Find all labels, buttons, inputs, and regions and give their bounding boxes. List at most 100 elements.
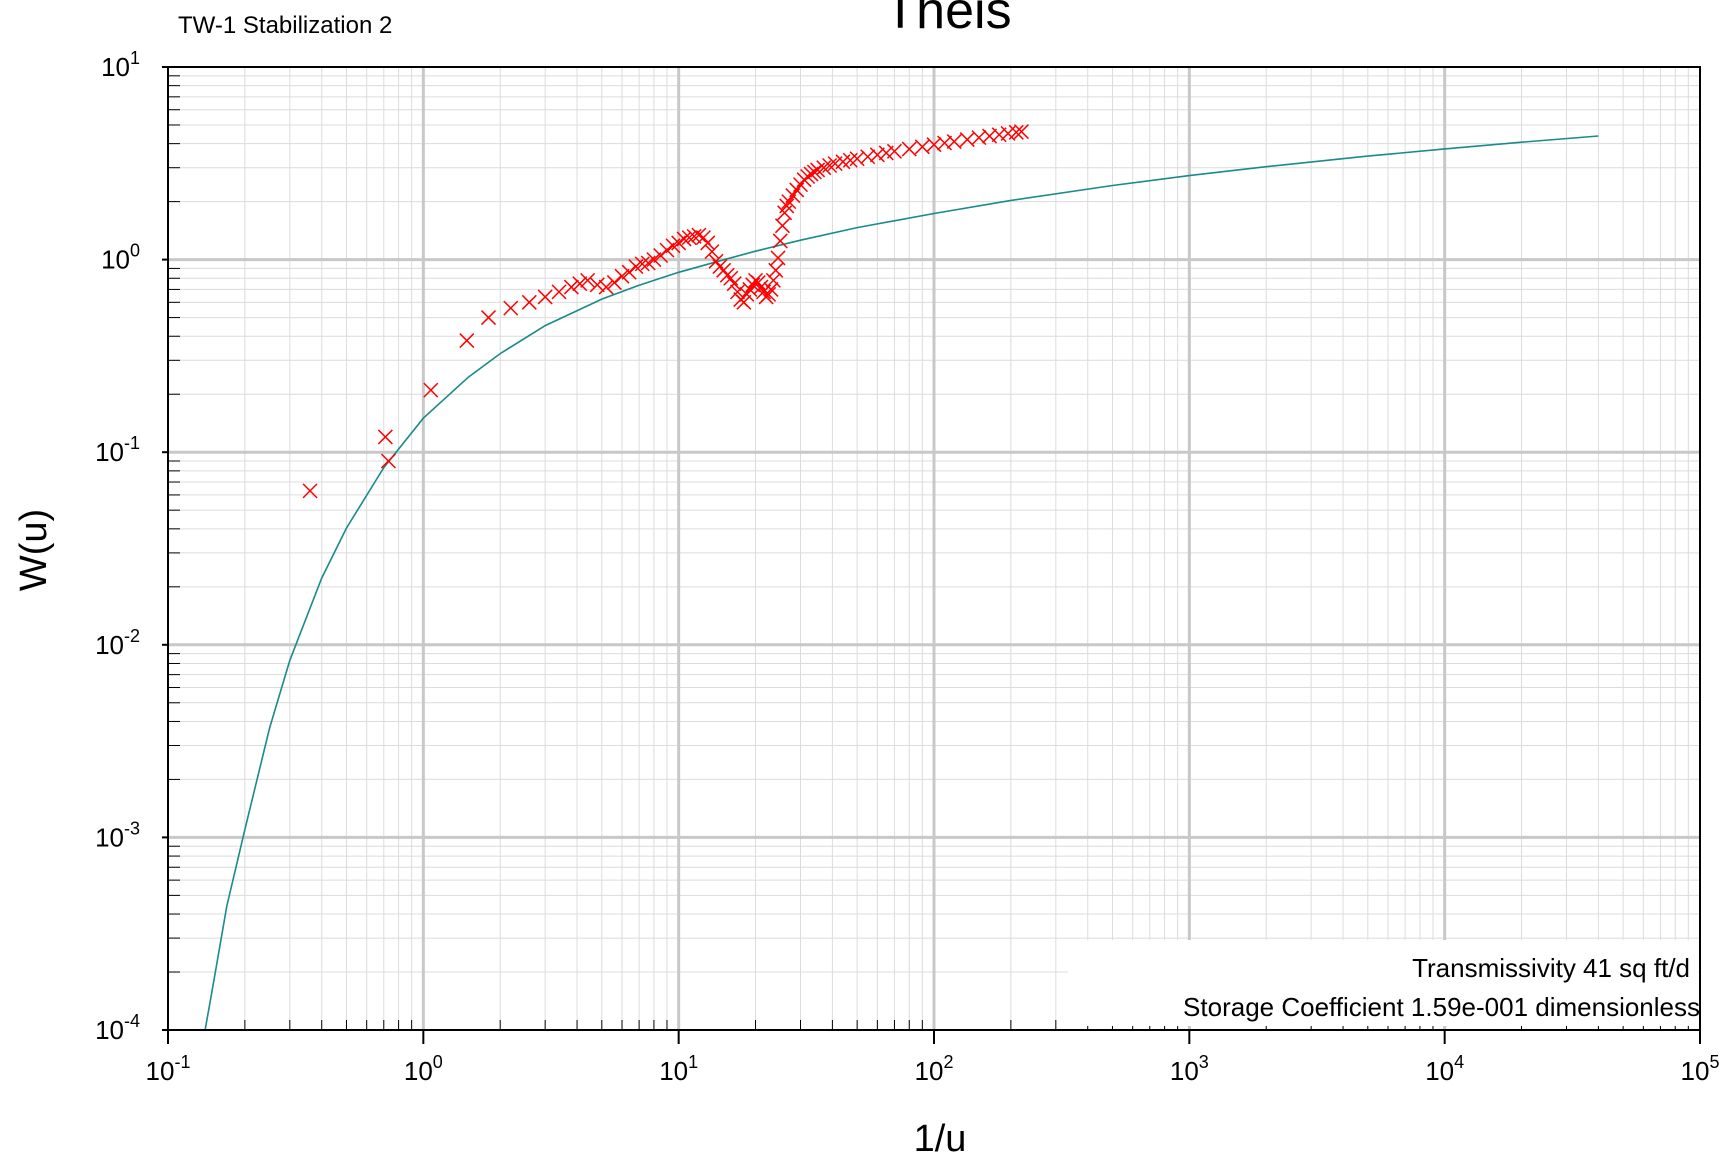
data-point-stroke [982, 128, 998, 144]
chart-title: Theis [884, 0, 1011, 40]
data-point-stroke [551, 284, 567, 300]
data-point-stroke [803, 166, 819, 182]
y-axis-label: W(u) [13, 509, 55, 591]
x-tick-label: 103 [1170, 1052, 1209, 1086]
data-point-stroke [691, 227, 707, 243]
data-point-stroke [480, 310, 497, 326]
data-point-stroke [459, 333, 475, 349]
data-point [459, 333, 475, 349]
data-point [598, 279, 614, 295]
x-tick-label: 101 [659, 1052, 698, 1086]
data-point [302, 483, 318, 499]
data-point-stroke [914, 139, 930, 155]
data-point-stroke [704, 244, 720, 260]
data-point-stroke [708, 253, 724, 269]
data-point [729, 284, 746, 300]
data-point [1013, 124, 1029, 140]
data-point-stroke [589, 277, 605, 293]
data-point [946, 134, 962, 150]
data-point [779, 198, 795, 214]
data-point [646, 252, 662, 268]
data-point [726, 276, 742, 292]
data-point-stroke [621, 264, 637, 280]
data-point-stroke [681, 230, 697, 246]
type-curve-layer [204, 135, 1599, 1031]
data-point [503, 300, 519, 316]
data-point [377, 429, 393, 445]
data-point-stroke [563, 279, 579, 295]
data-point-stroke [770, 250, 786, 266]
data-point [763, 281, 779, 297]
data-point-stroke [849, 151, 865, 167]
y-tick-label: 101 [101, 48, 140, 82]
data-point [822, 157, 838, 174]
data-point-stroke [946, 134, 962, 150]
y-tick-label: 10-3 [95, 818, 140, 852]
data-point-stroke [726, 276, 742, 292]
data-point-stroke [959, 132, 975, 148]
data-point-stroke [901, 141, 917, 157]
data-point-stroke [774, 218, 791, 234]
data-point [886, 143, 902, 159]
data-point [816, 160, 832, 176]
data-point-stroke [676, 231, 692, 247]
data-point-stroke [423, 382, 439, 398]
data-point [480, 310, 497, 326]
data-point-stroke [822, 157, 838, 174]
data-point [580, 272, 596, 288]
data-point-stroke [598, 279, 614, 295]
data-point [772, 233, 788, 249]
data-point-stroke [886, 143, 902, 159]
data-point-stroke [860, 149, 876, 165]
x-tick-labels: 10-1 100 101 102 103 104 105 [146, 1052, 1720, 1086]
data-point-stroke [742, 281, 758, 297]
data-point [589, 277, 605, 293]
x-tick-label: 10-1 [146, 1052, 191, 1086]
data-point-stroke [779, 198, 795, 214]
data-point [806, 164, 822, 180]
data-point [982, 128, 998, 144]
data-point-stroke [1013, 124, 1029, 140]
y-tick-label: 10-2 [95, 626, 140, 660]
major-gridlines [168, 67, 1700, 1030]
y-tick-label: 10-1 [95, 433, 140, 467]
data-point [770, 250, 786, 266]
data-point-stroke [606, 275, 622, 291]
x-tick-label: 105 [1681, 1052, 1720, 1086]
annotation-background [1068, 940, 1698, 1026]
data-point [423, 382, 439, 398]
data-point-stroke [971, 130, 987, 146]
data-point [736, 294, 752, 310]
data-point-stroke [806, 164, 822, 180]
data-point-stroke [937, 135, 953, 151]
data-point [700, 235, 716, 251]
y-tick-labels: 10-4 10-3 10-2 10-1 100 101 [95, 48, 140, 1045]
y-tick-label: 10-4 [95, 1011, 140, 1045]
data-point-stroke [723, 270, 739, 286]
data-point [686, 228, 702, 244]
data-point [803, 166, 819, 182]
data-point [521, 294, 537, 310]
data-point-stroke [761, 286, 777, 302]
data-point-stroke [753, 279, 769, 295]
data-point-stroke [614, 268, 630, 284]
data-point [621, 264, 637, 280]
data-point-stroke [634, 256, 650, 272]
data-point [551, 284, 567, 300]
data-point-stroke [521, 294, 537, 310]
data-point [765, 272, 781, 288]
data-point-stroke [768, 262, 784, 278]
data-point-stroke [772, 233, 788, 249]
data-point-stroke [869, 147, 885, 163]
theis-type-curve [204, 135, 1599, 1031]
data-point [681, 230, 697, 246]
data-point-stroke [745, 277, 761, 293]
data-point [774, 218, 791, 234]
data-point [869, 147, 885, 163]
data-point [380, 453, 396, 469]
data-point [768, 262, 784, 278]
data-point [676, 231, 692, 247]
data-point [1008, 124, 1024, 140]
data-point-stroke [580, 272, 596, 288]
